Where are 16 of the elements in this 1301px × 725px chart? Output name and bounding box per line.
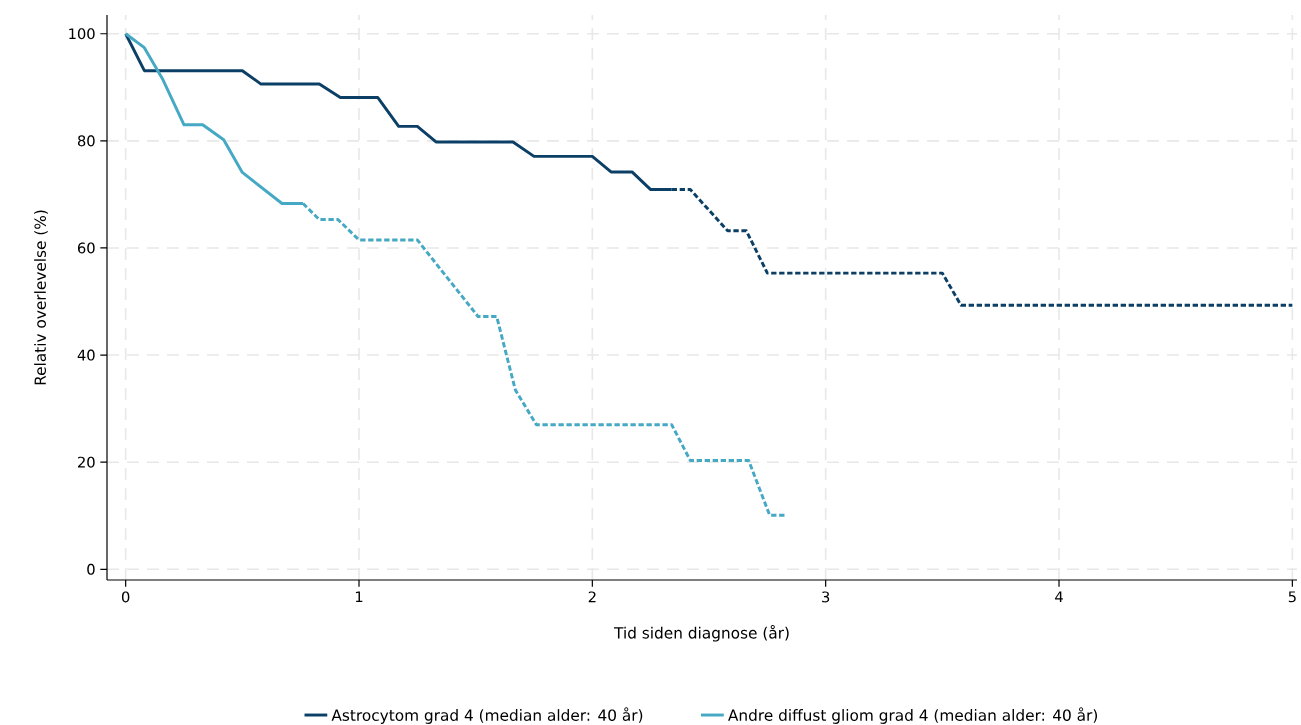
x-tick-label: 5 bbox=[1288, 591, 1296, 603]
y-tick-label: 20 bbox=[78, 456, 95, 468]
y-tick-label: 0 bbox=[87, 563, 95, 575]
y-axis-title: Relativ overlevelse (%) bbox=[34, 210, 48, 385]
x-tick-label: 3 bbox=[822, 591, 830, 603]
x-tick-label: 2 bbox=[588, 591, 596, 603]
x-axis-title: Tid siden diagnose (år) bbox=[613, 624, 789, 642]
x-tick-label: 4 bbox=[1055, 591, 1063, 603]
y-tick-label: 100 bbox=[69, 28, 95, 40]
legend-label: Andre diffust gliom grad 4 (median alder: 40 år) bbox=[728, 707, 1098, 724]
legend-label: Astrocytom grad 4 (median alder: 40 år) bbox=[331, 707, 643, 724]
y-tick-label: 40 bbox=[77, 349, 95, 361]
x-tick-label: 1 bbox=[355, 591, 363, 603]
y-tick-label: 60 bbox=[77, 242, 95, 254]
x-tick-label: 0 bbox=[121, 591, 130, 603]
y-tick-label: 80 bbox=[77, 135, 95, 147]
